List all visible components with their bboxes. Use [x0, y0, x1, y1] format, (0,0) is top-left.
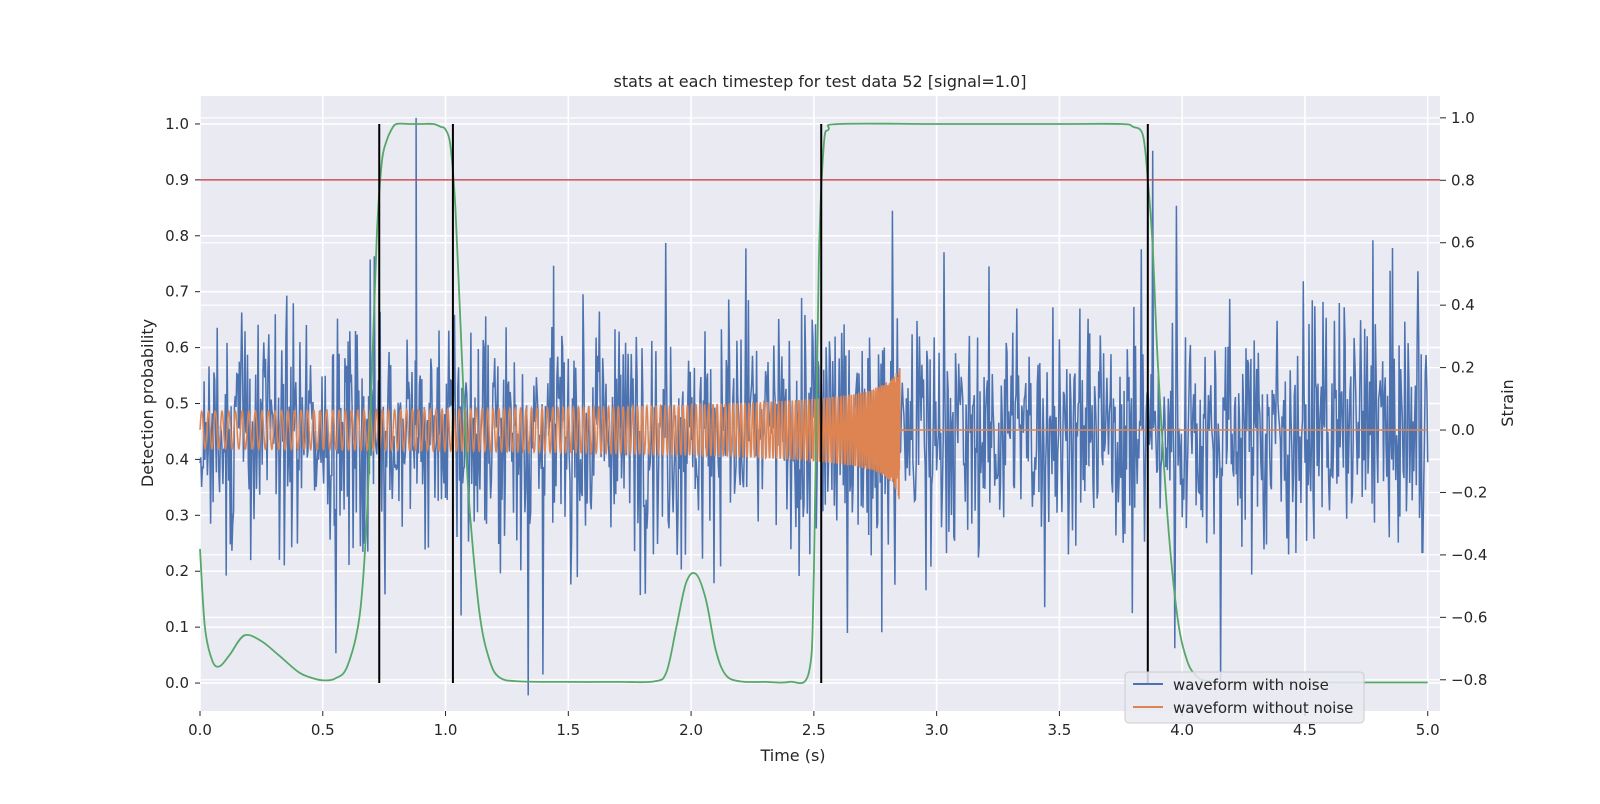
y-right-tick-label-1: −0.6: [1451, 608, 1487, 626]
x-tick-label-9: 4.5: [1293, 721, 1317, 739]
y-left-tick-label-7: 0.7: [165, 283, 189, 301]
y-left-tick-label-10: 1.0: [165, 115, 189, 133]
y-axis-label-right: Strain: [1498, 379, 1517, 426]
x-axis-label: Time (s): [759, 746, 825, 765]
y-left-tick-label-5: 0.5: [165, 395, 189, 413]
y-right-tick-label-7: 0.6: [1451, 234, 1475, 252]
x-tick-label-2: 1.0: [434, 721, 458, 739]
x-tick-label-4: 2.0: [679, 721, 703, 739]
x-tick-label-3: 1.5: [556, 721, 580, 739]
y-left-tick-label-3: 0.3: [165, 506, 189, 524]
y-right-tick-label-4: 0.0: [1451, 421, 1475, 439]
x-tick-label-6: 3.0: [925, 721, 949, 739]
y-right-tick-label-9: 1.0: [1451, 109, 1475, 127]
x-tick-label-5: 2.5: [802, 721, 826, 739]
legend-label-clean: waveform without noise: [1173, 699, 1353, 717]
chart-title: stats at each timestep for test data 52 …: [614, 72, 1027, 91]
legend: waveform with noise waveform without noi…: [1124, 671, 1365, 724]
series-clean-waveform: [199, 367, 1428, 500]
y-axis-label-left: Detection probability: [138, 319, 157, 487]
y-left-tick-label-6: 0.6: [165, 339, 189, 357]
x-tick-label-1: 0.5: [311, 721, 335, 739]
x-tick-label-10: 5.0: [1416, 721, 1440, 739]
y-right-tick-label-5: 0.2: [1451, 359, 1475, 377]
ticks: 0.0 0.5 1.0 1.5 2.0 2.5 3.0 3.5 4.0 4.5 5.0 0.0 0.1 0…: [165, 109, 1487, 739]
x-tick-label-7: 3.5: [1047, 721, 1071, 739]
y-right-tick-label-2: −0.4: [1451, 546, 1487, 564]
y-left-tick-label-8: 0.8: [165, 227, 189, 245]
legend-box: [1124, 671, 1365, 724]
y-right-tick-label-3: −0.2: [1451, 483, 1487, 501]
x-tick-label-0: 0.0: [188, 721, 212, 739]
series-noisy-waveform: [199, 117, 1429, 696]
y-right-tick-label-0: −0.8: [1451, 671, 1487, 689]
y-left-tick-label-4: 0.4: [165, 450, 189, 468]
x-tick-label-8: 4.0: [1170, 721, 1194, 739]
y-left-tick-label-2: 0.2: [165, 562, 189, 580]
legend-label-noisy: waveform with noise: [1173, 676, 1329, 694]
data-layer: [199, 117, 1440, 696]
y-left-tick-label-1: 0.1: [165, 618, 189, 636]
y-right-tick-label-8: 0.8: [1451, 171, 1475, 189]
y-left-tick-label-0: 0.0: [165, 674, 189, 692]
y-left-tick-label-9: 0.9: [165, 171, 189, 189]
series-detection-probability: [199, 122, 1428, 685]
y-right-tick-label-6: 0.4: [1451, 296, 1475, 314]
